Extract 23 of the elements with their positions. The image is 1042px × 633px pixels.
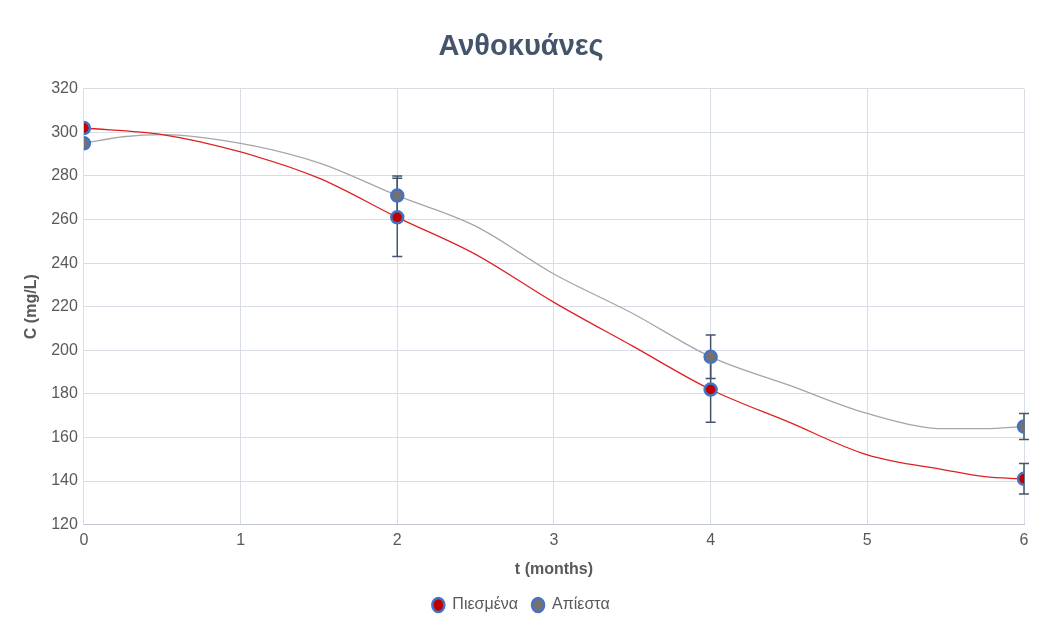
y-tick-label: 140 <box>51 471 78 489</box>
y-tick-label: 160 <box>51 427 78 445</box>
legend-label: Απίεστα <box>552 595 610 613</box>
x-tick-label: 0 <box>79 530 89 548</box>
y-tick-label: 180 <box>51 384 78 402</box>
x-tick-label: 2 <box>392 530 402 548</box>
y-tick-label: 240 <box>51 253 78 271</box>
x-tick-label: 6 <box>1019 530 1029 548</box>
y-tick-label: 120 <box>51 515 78 533</box>
y-axis-title: C (mg/L) <box>22 274 40 340</box>
y-tick-label: 280 <box>51 166 78 184</box>
y-tick-label: 300 <box>51 122 78 140</box>
y-tick-label: 320 <box>51 79 78 97</box>
x-tick-label: 5 <box>862 530 872 548</box>
x-axis-title: t (months) <box>514 559 594 577</box>
x-tick-label: 4 <box>706 530 716 548</box>
x-tick-label: 1 <box>236 530 246 548</box>
legend-label: Πιεσμένα <box>452 595 519 613</box>
chart-title: Ανθοκυάνες <box>438 29 604 62</box>
y-tick-label: 220 <box>51 297 78 315</box>
y-tick-label: 260 <box>51 209 78 227</box>
y-tick-label: 200 <box>51 340 78 358</box>
x-tick-label: 3 <box>549 530 559 548</box>
